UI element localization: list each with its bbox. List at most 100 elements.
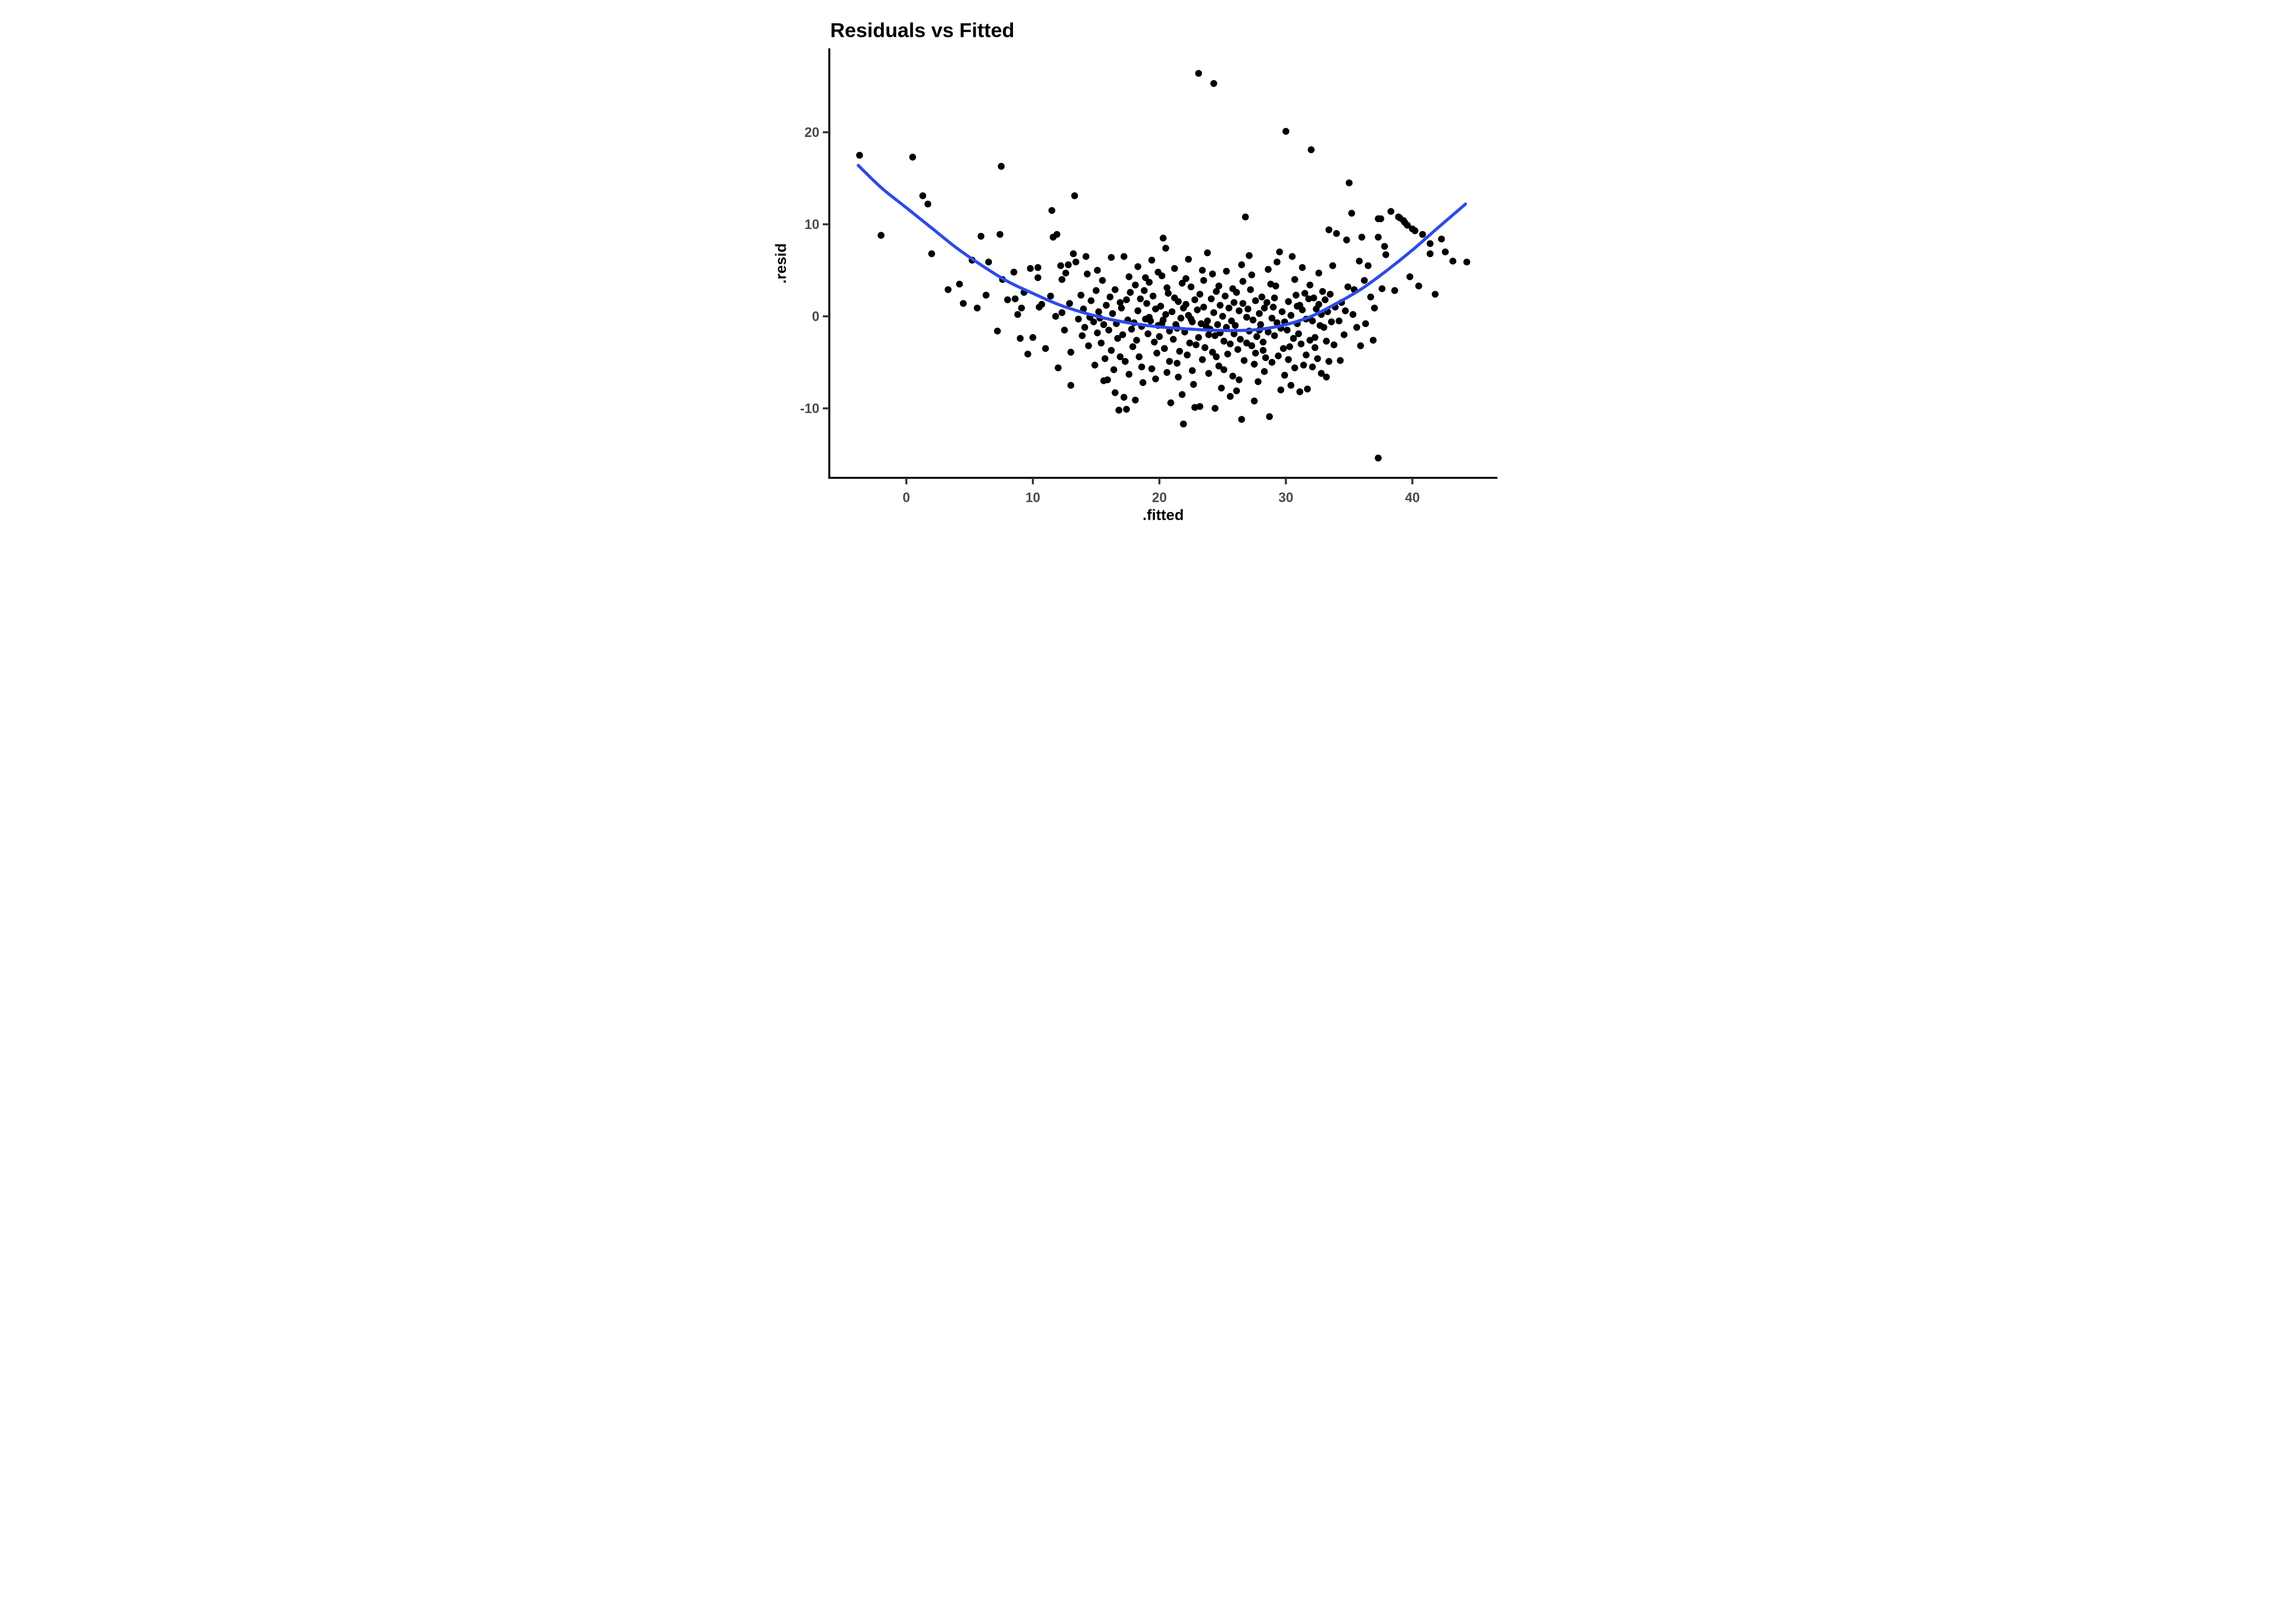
- data-point: [1196, 291, 1204, 298]
- data-point: [1281, 371, 1288, 379]
- data-point: [1311, 344, 1319, 351]
- data-point: [1105, 326, 1113, 334]
- data-point: [1146, 279, 1153, 286]
- data-point: [1132, 396, 1139, 404]
- data-point: [1301, 290, 1309, 297]
- data-point: [1271, 332, 1278, 339]
- data-point: [1087, 297, 1095, 304]
- data-point: [1288, 312, 1295, 319]
- data-point: [1010, 269, 1017, 276]
- data-point: [985, 258, 992, 266]
- data-point: [1295, 330, 1302, 337]
- data-point: [1325, 358, 1332, 365]
- data-point: [1108, 346, 1115, 354]
- data-point: [909, 153, 916, 161]
- data-point: [1132, 281, 1139, 289]
- data-point: [1125, 371, 1133, 378]
- data-point: [1248, 342, 1256, 350]
- data-point: [1205, 370, 1212, 377]
- data-point: [1047, 292, 1054, 300]
- data-point: [1251, 397, 1258, 405]
- data-point: [1245, 252, 1253, 259]
- data-point: [1322, 296, 1329, 304]
- data-point: [1165, 290, 1172, 297]
- data-point: [1375, 454, 1382, 462]
- data-point: [1329, 262, 1336, 270]
- data-point: [1120, 394, 1128, 401]
- data-point: [1210, 80, 1218, 87]
- data-point: [1236, 376, 1243, 383]
- data-point: [1148, 365, 1155, 372]
- data-point: [1067, 382, 1075, 389]
- data-point: [1319, 288, 1327, 295]
- data-point: [1260, 304, 1268, 312]
- data-point: [1091, 362, 1099, 369]
- data-point: [1262, 354, 1269, 362]
- data-point: [1271, 294, 1278, 302]
- data-point: [1362, 320, 1369, 328]
- data-point: [1200, 277, 1207, 284]
- data-point: [1058, 276, 1066, 283]
- data-point: [1367, 293, 1374, 300]
- data-point: [1371, 304, 1378, 312]
- data-point: [1187, 283, 1195, 291]
- data-point: [1442, 248, 1449, 256]
- data-point: [1280, 345, 1287, 352]
- data-point: [1123, 296, 1130, 304]
- data-point: [1240, 357, 1248, 364]
- data-point: [1204, 317, 1211, 325]
- data-point: [1139, 379, 1147, 387]
- data-point: [1160, 316, 1167, 324]
- data-point: [1404, 221, 1411, 229]
- x-tick-label: 40: [1405, 490, 1420, 505]
- data-point: [1259, 338, 1267, 346]
- data-point: [1029, 334, 1036, 341]
- data-point: [1191, 296, 1199, 304]
- data-point: [982, 291, 990, 299]
- data-point: [1277, 387, 1284, 394]
- data-point: [1278, 308, 1286, 316]
- data-point: [1108, 254, 1115, 261]
- data-point: [1381, 243, 1388, 250]
- data-point: [1034, 274, 1042, 281]
- data-point: [1239, 300, 1246, 307]
- data-point: [1164, 369, 1171, 376]
- data-point: [1201, 344, 1208, 351]
- data-point: [1291, 364, 1298, 371]
- data-point: [1247, 286, 1254, 293]
- data-point: [1081, 324, 1088, 331]
- data-point: [1057, 262, 1064, 270]
- y-axis-title: .resid: [773, 243, 789, 284]
- data-point: [1123, 405, 1130, 413]
- data-point: [1270, 304, 1277, 311]
- data-point: [1314, 355, 1321, 362]
- data-point: [1239, 278, 1246, 285]
- data-point: [1335, 317, 1343, 325]
- data-point: [1438, 235, 1445, 243]
- data-point: [1237, 336, 1244, 343]
- plot-canvas: Residuals vs Fitted .fitted .resid 0 10 20…: [758, 0, 1516, 541]
- data-point: [1241, 213, 1249, 221]
- data-point: [1369, 337, 1377, 344]
- data-point: [1048, 207, 1056, 214]
- data-point: [1199, 356, 1206, 363]
- data-point: [1220, 337, 1227, 345]
- data-point: [1268, 359, 1276, 366]
- data-point: [1213, 288, 1220, 295]
- data-point: [1011, 295, 1019, 303]
- data-point: [1125, 273, 1133, 280]
- data-point: [1190, 381, 1197, 388]
- data-point: [1094, 267, 1101, 274]
- data-point: [1325, 226, 1332, 233]
- data-point: [1356, 258, 1363, 265]
- data-point: [1095, 308, 1102, 316]
- data-point: [1273, 258, 1280, 266]
- x-tick-label: 20: [1152, 490, 1167, 505]
- data-point: [1309, 363, 1316, 371]
- data-point: [1171, 265, 1178, 272]
- x-axis-ticks: 0 10 20 30 40: [903, 477, 1420, 505]
- data-point: [1018, 304, 1025, 312]
- data-point: [1213, 353, 1220, 361]
- data-point: [973, 304, 981, 312]
- data-point: [1173, 359, 1181, 367]
